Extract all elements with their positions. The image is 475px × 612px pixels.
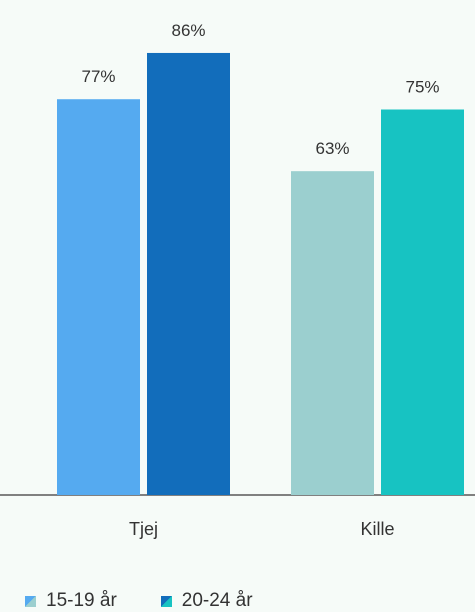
legend-item-20-24: 20-24 år (160, 590, 253, 612)
bar-tjej-15-19 (57, 99, 140, 495)
bar-kille-20-24 (381, 109, 464, 495)
legend-swatch-20-24 (160, 595, 172, 607)
labels-layer: 77% 86% Tjej 63% 75% Kille (81, 21, 439, 539)
category-label-kille: Kille (360, 519, 394, 539)
value-label-kille-20-24: 75% (405, 78, 439, 97)
value-label-tjej-15-19: 77% (81, 67, 115, 86)
legend-label-20-24: 20-24 år (181, 590, 253, 611)
bar-tjej-20-24 (147, 52, 230, 496)
bar-kille-15-19 (291, 171, 374, 495)
legend: 15-19 år 20-24 år (25, 590, 297, 612)
category-label-tjej: Tjej (129, 519, 158, 539)
legend-item-15-19: 15-19 år (25, 590, 117, 612)
value-label-kille-15-19: 63% (315, 139, 349, 158)
value-label-tjej-20-24: 86% (171, 21, 205, 40)
legend-swatch-15-19 (25, 595, 36, 607)
bars-layer (57, 52, 464, 496)
legend-label-15-19: 15-19 år (46, 590, 117, 611)
